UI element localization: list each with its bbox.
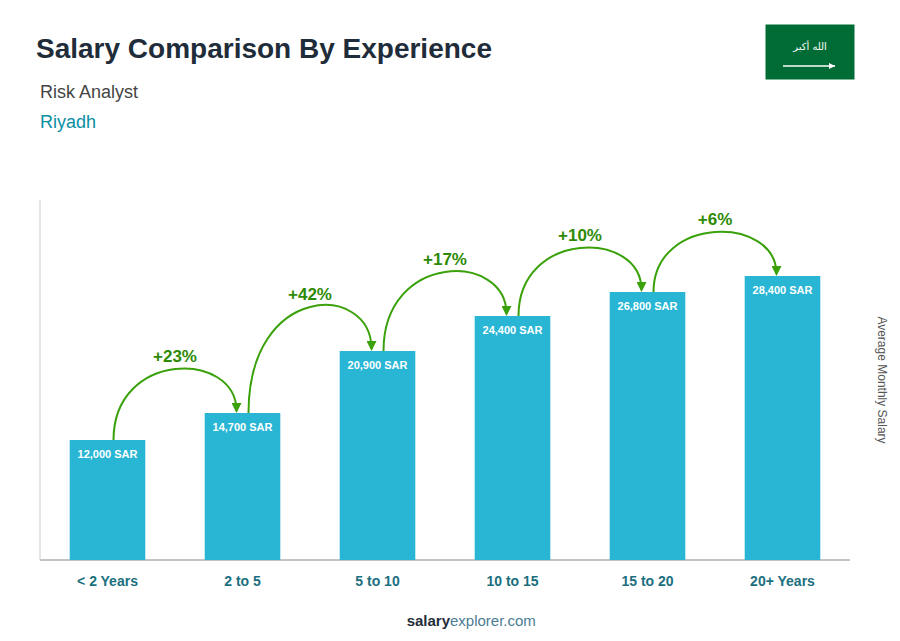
bar (205, 413, 281, 560)
data-label: 12,000 SAR (78, 448, 138, 460)
bar (745, 276, 821, 560)
y-axis-label: Average Monthly Salary (875, 316, 889, 443)
x-tick-label: 20+ Years (750, 573, 815, 589)
flag-sword-tip (829, 63, 835, 69)
bars (70, 276, 821, 560)
data-label: 26,800 SAR (618, 300, 678, 312)
flag-sword (783, 65, 835, 67)
chart: Salary Comparison By Experience Risk Anal… (0, 0, 900, 641)
change-label: +23% (153, 347, 197, 366)
x-tick-label: 2 to 5 (224, 573, 261, 589)
flag-text: الله أكبر (792, 40, 827, 52)
data-label: 20,900 SAR (348, 359, 408, 371)
change-arrow (249, 305, 372, 413)
change-arrow (654, 232, 777, 292)
footer: salary (407, 612, 451, 629)
change-arrow (519, 248, 642, 316)
change-arrow (114, 368, 237, 440)
change-label: +42% (288, 285, 332, 304)
bar (475, 316, 551, 560)
data-label: 24,400 SAR (483, 324, 543, 336)
subtitle: Riyadh (40, 112, 96, 132)
x-axis-line (40, 560, 850, 561)
y-axis-line (40, 200, 41, 560)
data-label: 28,400 SAR (753, 284, 813, 296)
bar (610, 292, 686, 560)
flag: الله أكبر (765, 24, 855, 80)
footer: explorer.com (450, 612, 536, 629)
bar (70, 440, 146, 560)
data-label: 14,700 SAR (213, 421, 273, 433)
x-tick-label: 10 to 15 (486, 573, 538, 589)
change-label: +17% (423, 250, 467, 269)
x-tick-label: < 2 Years (77, 573, 138, 589)
change-label: +10% (558, 226, 602, 245)
bar (340, 351, 416, 560)
subtitle: Risk Analyst (40, 82, 138, 102)
x-tick-label: 5 to 10 (355, 573, 400, 589)
change-arrow (384, 271, 507, 351)
title: Salary Comparison By Experience (36, 33, 492, 64)
x-tick-label: 15 to 20 (621, 573, 673, 589)
flag-background (765, 24, 855, 80)
change-label: +6% (698, 210, 733, 229)
